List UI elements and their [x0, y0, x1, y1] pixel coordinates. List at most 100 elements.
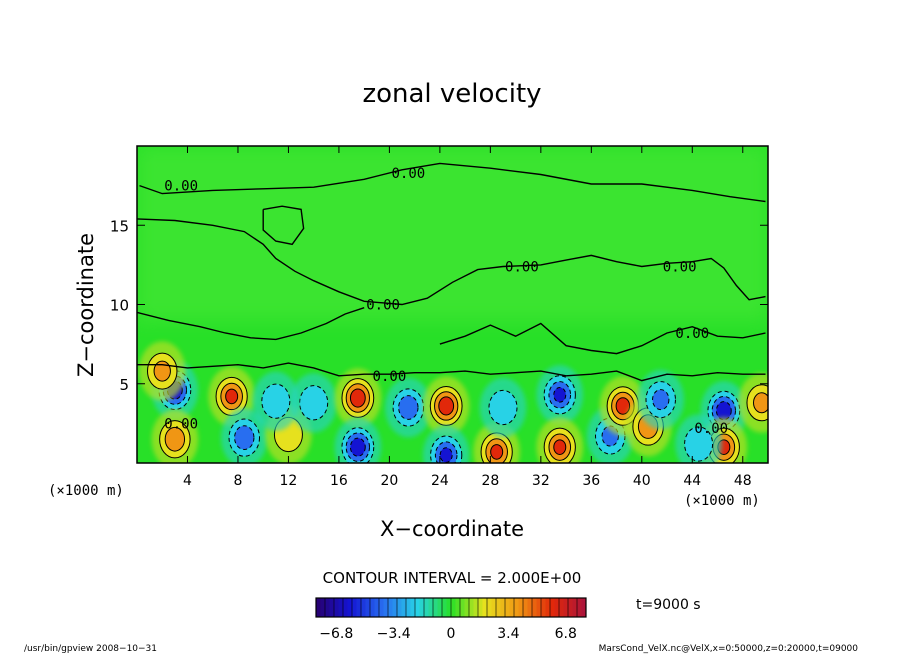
- colorbar-cell: [442, 598, 447, 617]
- colorbar-cell: [577, 598, 582, 617]
- x-axis-label: X−coordinate: [380, 517, 524, 541]
- colorbar-cell: [563, 598, 569, 617]
- colorbar-cell: [491, 598, 497, 617]
- vortex-contour: [684, 426, 714, 462]
- colorbar-cell: [388, 598, 393, 617]
- colorbar-cell: [397, 598, 402, 617]
- upper-field-shade: [137, 146, 768, 321]
- colorbar-cell: [361, 598, 366, 617]
- x-tick-label-2: 12: [280, 473, 298, 489]
- colorbar-cell: [334, 598, 339, 617]
- colorbar-tick-labels: −6.8 −3.4 0 3.4 6.8: [319, 626, 577, 642]
- colorbar-cell: [401, 598, 407, 617]
- colorbar-cell: [559, 598, 564, 617]
- x-tick-label-1: 8: [233, 473, 242, 489]
- colorbar-cell: [424, 598, 429, 617]
- colorbar-tick-label-1: −3.4: [377, 626, 411, 642]
- colorbar-tick-label-2: 0: [447, 626, 456, 642]
- colorbar-cell: [572, 598, 578, 617]
- vortex-15: [536, 417, 584, 463]
- vortex-13: [479, 377, 527, 438]
- colorbar-frame: [315, 597, 587, 618]
- vortex-contour: [349, 388, 366, 408]
- vortex-8: [334, 417, 382, 463]
- contour-interval-text: CONTOUR INTERVAL = 2.000E+00: [323, 569, 582, 587]
- vortex-4: [151, 409, 199, 463]
- x-unit-left: (×1000 m): [48, 483, 124, 499]
- colorbar-tick-label-3: 3.4: [497, 626, 519, 642]
- zero-contour-2: [137, 307, 365, 341]
- contour-label-1: 0.00: [391, 166, 425, 182]
- y-tick-label-0: 5: [119, 376, 129, 394]
- vortex-contour: [225, 388, 239, 405]
- colorbar-cell: [347, 598, 353, 617]
- vortex-contour: [553, 439, 567, 455]
- colorbar-cell: [527, 598, 533, 617]
- colorbar-tick-label-4: 6.8: [555, 626, 577, 642]
- vortex-11: [422, 425, 470, 463]
- colorbar-cell: [505, 598, 510, 617]
- x-tick-label-7: 32: [532, 473, 550, 489]
- contour-label-2: 0.00: [505, 259, 539, 275]
- vortex-contour: [553, 387, 567, 403]
- colorbar-cell: [500, 598, 506, 617]
- zero-contour-layer: [137, 162, 766, 382]
- vortex-layer: [137, 146, 768, 463]
- contour-label-3: 0.00: [663, 259, 697, 275]
- colorbar-cell: [514, 598, 519, 617]
- colorbar-cell: [541, 598, 546, 617]
- colorbar-cell: [523, 598, 528, 617]
- vortex-contour: [438, 396, 455, 416]
- colorbar-cell: [455, 598, 461, 617]
- colorbar-cell: [365, 598, 371, 617]
- colorbar-cell: [581, 598, 587, 617]
- colorbar-cell: [370, 598, 375, 617]
- colorbar-cell: [343, 598, 348, 617]
- colorbar-cell: [433, 598, 438, 617]
- vortex-22: [675, 414, 722, 463]
- contour-label-6: 0.00: [373, 369, 407, 385]
- colorbar-cell: [437, 598, 443, 617]
- time-label: t=9000 s: [636, 597, 701, 613]
- colorbar: [315, 598, 587, 617]
- vortex-contour: [261, 383, 291, 419]
- x-tick-label-11: 48: [734, 473, 752, 489]
- x-tick-label-0: 4: [183, 473, 192, 489]
- colorbar-cell: [451, 598, 456, 617]
- colorbar-cell: [329, 598, 335, 617]
- colorbar-cell: [338, 598, 344, 617]
- colorbar-cell: [383, 598, 389, 617]
- vortex-14: [536, 365, 584, 425]
- footer-left: /usr/bin/gpview 2008−10−31: [24, 644, 157, 654]
- vortex-24: [738, 373, 768, 433]
- zero-contour-4: [439, 322, 766, 355]
- colorbar-cell: [415, 598, 420, 617]
- colorbar-cell: [532, 598, 537, 617]
- x-tick-label-9: 40: [633, 473, 651, 489]
- colorbar-cell: [473, 598, 479, 617]
- x-tick-label-10: 44: [683, 473, 701, 489]
- colorbar-cell: [482, 598, 488, 617]
- vortex-6: [290, 373, 337, 433]
- vortex-contour: [398, 395, 419, 420]
- colorbar-cell: [316, 598, 321, 617]
- vortex-19: [637, 369, 684, 430]
- colorbar-cell: [379, 598, 384, 617]
- vortex-23: [252, 371, 300, 431]
- x-tick-label-3: 16: [330, 473, 348, 489]
- contour-label-7: 0.00: [164, 416, 198, 432]
- vortex-3: [221, 407, 268, 463]
- colorbar-cell: [496, 598, 501, 617]
- chart-title: zonal velocity: [362, 79, 541, 109]
- colorbar-cell: [446, 598, 452, 617]
- vortex-contour: [439, 447, 453, 463]
- colorbar-cell: [487, 598, 492, 617]
- colorbar-cell: [545, 598, 551, 617]
- colorbar-cell: [568, 598, 573, 617]
- x-unit-right: (×1000 m): [684, 493, 760, 509]
- vortex-contour: [234, 425, 255, 450]
- vortex-contour: [153, 360, 171, 382]
- vortex-contour: [715, 401, 732, 421]
- colorbar-cell: [536, 598, 542, 617]
